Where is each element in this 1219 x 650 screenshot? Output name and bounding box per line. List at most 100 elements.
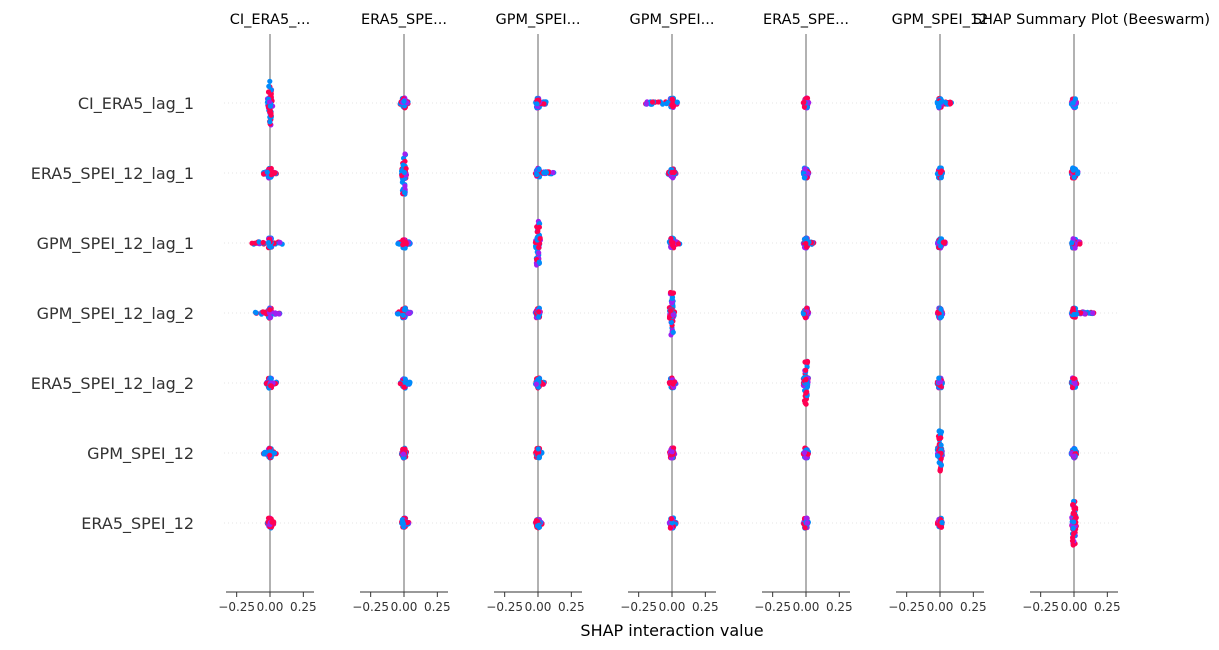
shap-point [406, 379, 412, 385]
shap-point [543, 169, 550, 176]
shap-point [535, 446, 541, 452]
shap-point [536, 259, 542, 265]
shap-point [537, 375, 543, 382]
x-tick-label: 0.00 [659, 600, 686, 614]
x-tick-label: −0.25 [486, 600, 523, 614]
shap-point [400, 176, 406, 182]
shap-point [668, 308, 674, 314]
shap-point [268, 112, 274, 118]
shap-point [266, 515, 272, 521]
shap-point [1072, 166, 1079, 172]
shap-point [655, 99, 662, 105]
shap-point [536, 309, 542, 315]
shap-point [256, 239, 262, 245]
shap-point [267, 307, 273, 313]
shap-point [936, 311, 942, 317]
shap-point [804, 520, 810, 526]
shap-point [1071, 453, 1077, 459]
shap-point [276, 311, 282, 317]
shap-point [669, 300, 675, 306]
interaction-panel: ERA5_SPE... −0.25 0.00 0.25 [754, 12, 852, 614]
shap-point [267, 315, 274, 321]
shap-point [938, 435, 944, 441]
shap-point [938, 306, 944, 312]
interaction-panel: GPM_SPEI... −0.25 0.00 0.25 [620, 12, 718, 614]
shap-point [405, 519, 411, 526]
feature-label: GPM_SPEI_12_lag_2 [37, 304, 194, 324]
shap-point [249, 240, 255, 246]
shap-point [536, 244, 542, 250]
shap-point [936, 379, 942, 385]
shap-point [1072, 245, 1078, 251]
shap-point [536, 166, 542, 172]
shap-point [668, 239, 674, 245]
shap-point [1072, 511, 1078, 517]
shap-point [400, 162, 406, 168]
shap-point [536, 314, 542, 320]
shap-point [1072, 515, 1079, 521]
shap-point [1071, 375, 1077, 382]
x-tick-label: −0.25 [352, 600, 389, 614]
shap-point [268, 376, 274, 382]
shap-point [801, 99, 807, 105]
shap-point [644, 101, 650, 107]
x-tick-label: −0.25 [888, 600, 925, 614]
shap-point [667, 525, 674, 531]
shap-point [402, 183, 408, 189]
shap-point [267, 119, 273, 125]
shap-point [536, 522, 542, 528]
shap-point [947, 101, 953, 107]
shap-point [670, 329, 676, 335]
feature-labels: CI_ERA5_lag_1 ERA5_SPEI_12_lag_1 GPM_SPEI_… [31, 94, 194, 534]
shap-point [1072, 446, 1078, 452]
shap-point [803, 244, 810, 250]
shap-point [534, 171, 540, 178]
interaction-panel: GPM_SPEI... −0.25 0.00 0.25 [486, 12, 584, 614]
shap-point [803, 367, 809, 373]
shap-point [1071, 519, 1077, 525]
shap-point [267, 244, 274, 250]
shap-point [1070, 502, 1076, 508]
shap-point [1071, 174, 1077, 180]
shap-point [801, 450, 808, 456]
shap-point [400, 451, 406, 457]
shap-point [937, 170, 944, 176]
shap-point [1072, 381, 1078, 387]
shap-point [801, 104, 808, 110]
shap-point [670, 312, 676, 318]
shap-point [801, 175, 808, 181]
x-tick-label: 0.25 [692, 600, 719, 614]
panels-layer: CI_ERA5_...−0.25 0.00 0.25ERA5_SPE...−0.25… [218, 12, 1120, 614]
feature-label: GPM_SPEI_12 [87, 444, 194, 464]
shap-point [800, 311, 807, 317]
shap-point [400, 312, 406, 318]
shap-point [936, 101, 942, 107]
x-tick-label: 0.00 [1061, 600, 1088, 614]
shap-point [1075, 171, 1081, 177]
shap-point [1074, 311, 1080, 317]
shap-point [1078, 310, 1084, 316]
panel-title: GPM_SPEI_12 [892, 12, 989, 28]
shap-point [401, 169, 407, 175]
feature-label: CI_ERA5_lag_1 [78, 94, 194, 114]
shap-point [395, 311, 401, 317]
shap-point [400, 447, 406, 453]
grid-layer [224, 102, 1118, 524]
shap-point [267, 452, 273, 458]
shap-point [670, 243, 677, 250]
shap-point [802, 525, 808, 531]
shap-point [1069, 240, 1075, 246]
shap-point [1082, 311, 1088, 317]
feature-label: GPM_SPEI_12_lag_1 [37, 234, 194, 254]
panel-title: GPM_SPEI... [496, 12, 581, 28]
shap-point [536, 224, 543, 230]
shap-point [669, 101, 675, 108]
shap-point [936, 428, 943, 434]
shap-point [537, 236, 543, 242]
shap-point [253, 310, 259, 316]
shap-point [804, 515, 810, 521]
shap-point [1070, 236, 1076, 242]
feature-label: ERA5_SPEI_12_lag_1 [31, 164, 194, 184]
shap-point [402, 376, 408, 382]
shap-point [401, 384, 407, 390]
